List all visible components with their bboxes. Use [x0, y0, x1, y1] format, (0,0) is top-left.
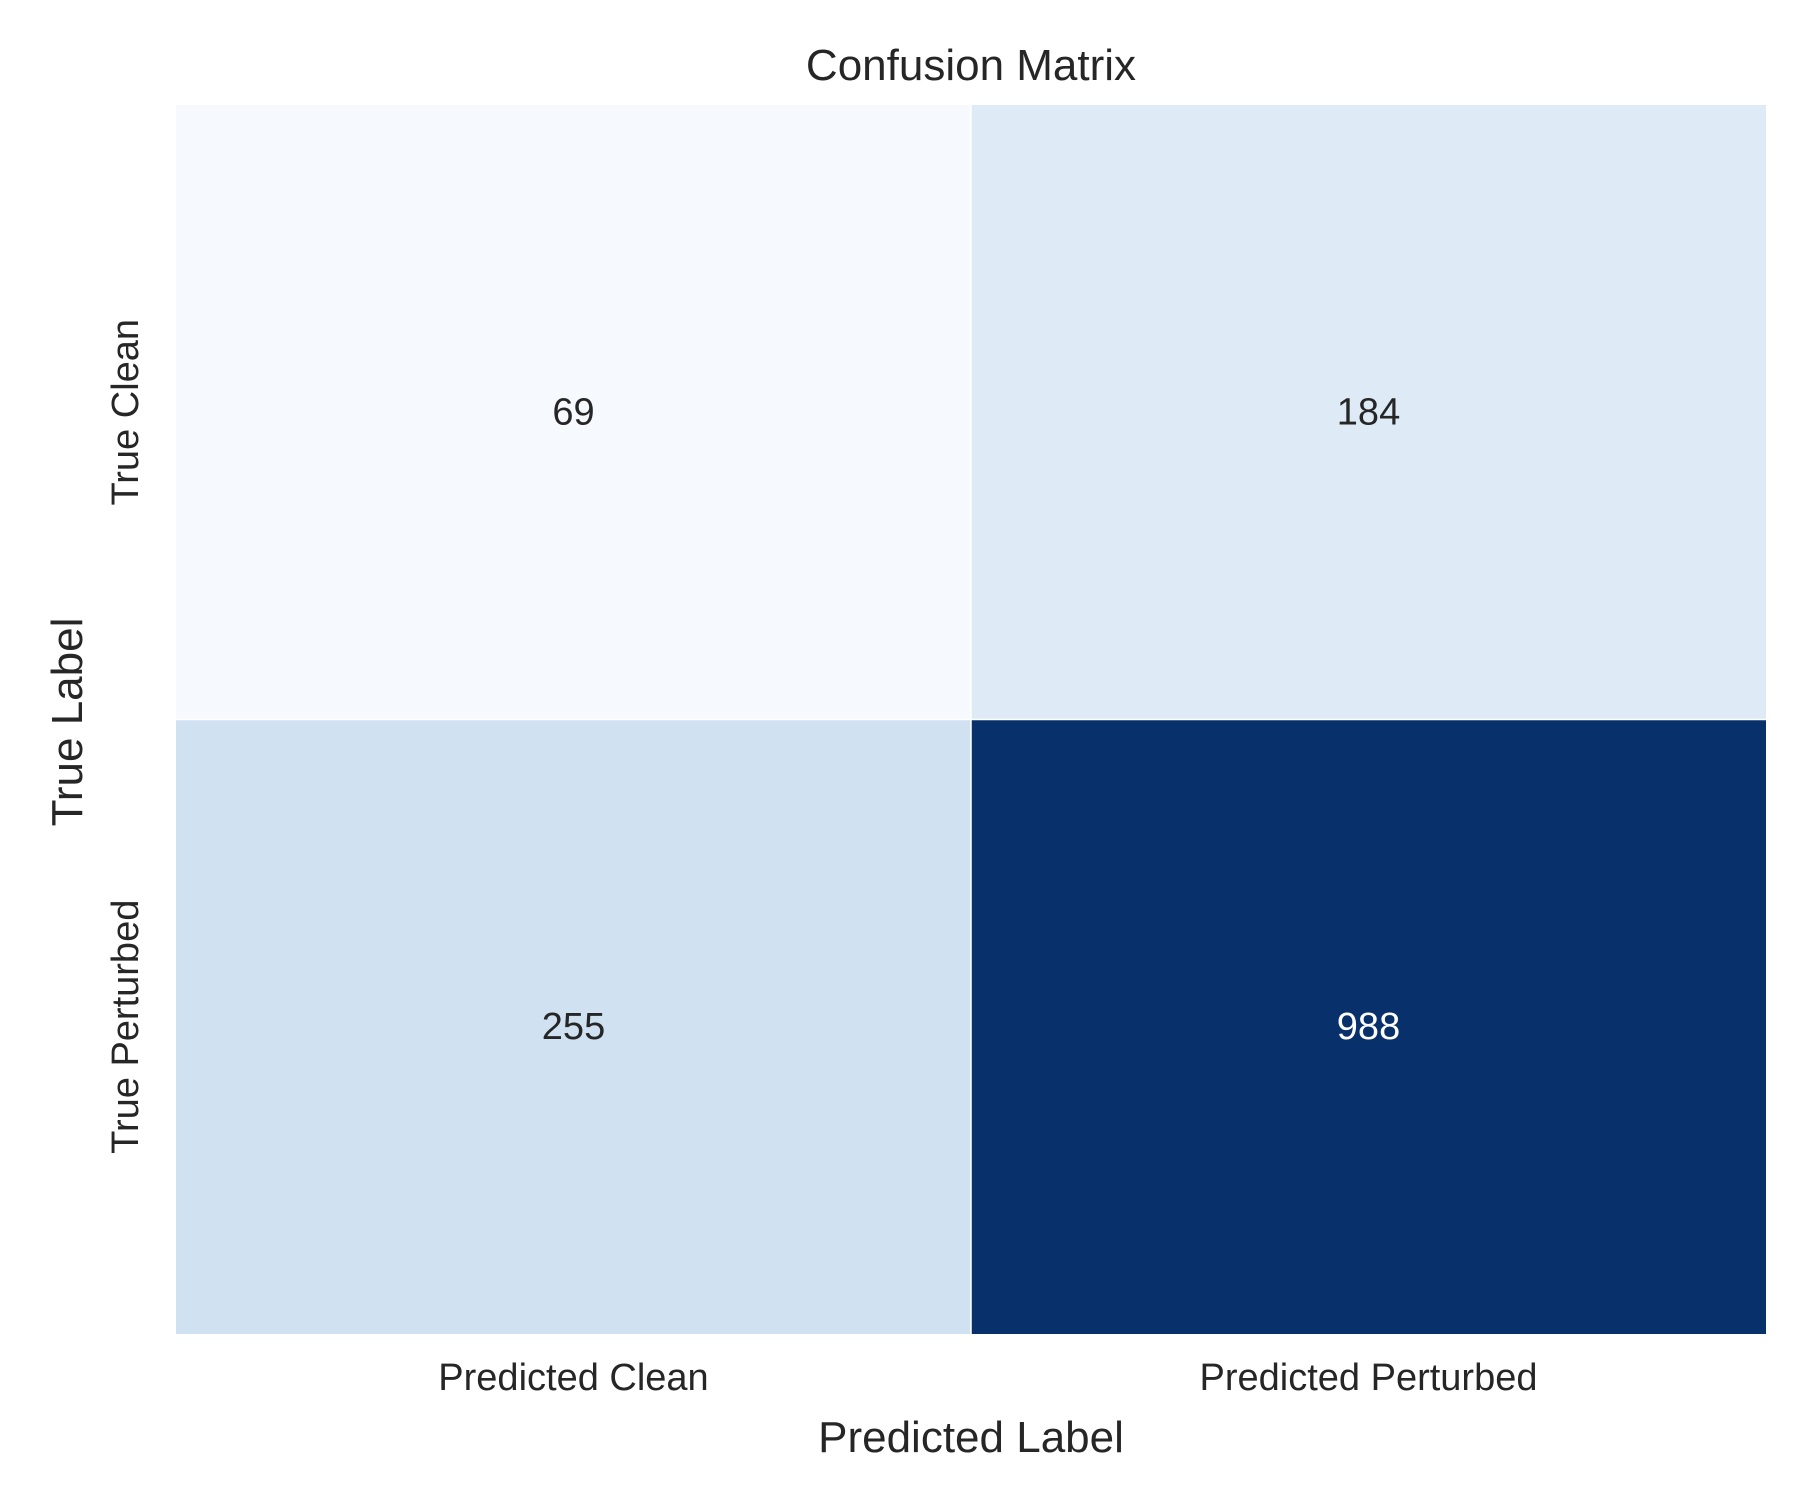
y-tick-label-true-clean: True Clean [105, 319, 147, 506]
cell-value-true-perturbed-predicted-clean: 255 [542, 1006, 605, 1048]
y-axis-title: True Label [43, 618, 92, 827]
heatmap-cell-true-clean-predicted-perturbed [971, 105, 1766, 720]
heatmap-cells [176, 105, 1766, 1334]
x-tick-label-predicted-perturbed: Predicted Perturbed [1200, 1357, 1538, 1399]
x-tick-label-predicted-clean: Predicted Clean [438, 1357, 708, 1399]
x-tick-labels: Predicted Clean Predicted Perturbed [438, 1357, 1537, 1399]
heatmap-cell-true-perturbed-predicted-clean [176, 719, 971, 1334]
chart-title: Confusion Matrix [806, 41, 1136, 90]
cell-value-true-perturbed-predicted-perturbed: 988 [1337, 1006, 1400, 1048]
cell-value-true-clean-predicted-clean: 69 [552, 391, 594, 433]
y-tick-labels: True Clean True Perturbed [105, 319, 147, 1154]
y-tick-label-true-perturbed: True Perturbed [105, 900, 147, 1154]
heatmap-cell-true-perturbed-predicted-perturbed [971, 719, 1766, 1334]
heatmap-cell-true-clean-predicted-clean [176, 105, 971, 720]
x-axis-title: Predicted Label [818, 1413, 1124, 1462]
heatmap-cell-labels: 69 184 255 988 [542, 391, 1400, 1048]
cell-value-true-clean-predicted-perturbed: 184 [1337, 391, 1400, 433]
